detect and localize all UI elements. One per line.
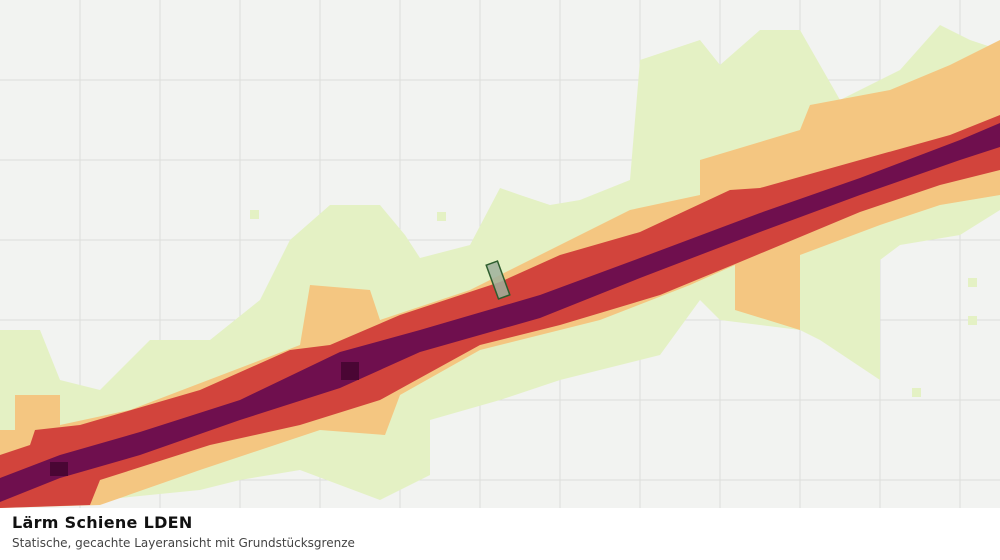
noise-cell — [341, 362, 359, 380]
noise-zone-very-high — [0, 123, 1000, 502]
noise-cell — [912, 388, 921, 397]
caption-title: Lärm Schiene LDEN — [12, 513, 193, 532]
noise-cell — [437, 212, 446, 221]
caption-subtitle: Statische, gecachte Layeransicht mit Gru… — [12, 536, 355, 550]
noise-cell — [250, 210, 259, 219]
noise-cell — [968, 316, 977, 325]
noise-cell — [50, 462, 68, 476]
parcel-boundary — [485, 260, 511, 300]
map-view — [0, 0, 1000, 508]
noise-cell — [968, 278, 977, 287]
caption: Lärm Schiene LDEN Statische, gecachte La… — [0, 508, 1000, 560]
